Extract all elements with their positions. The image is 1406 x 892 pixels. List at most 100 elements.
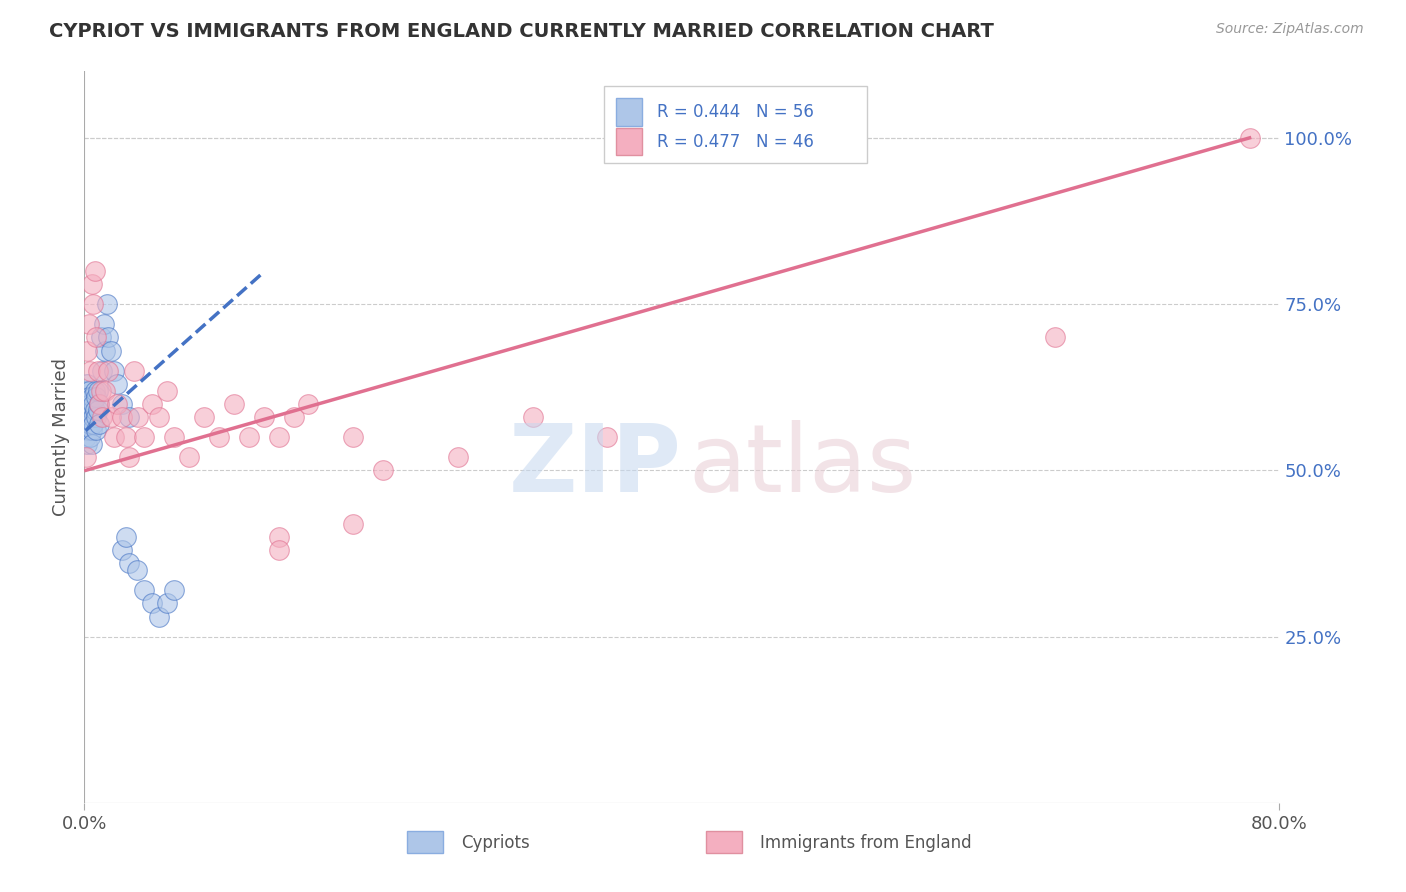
Point — [79, 417, 101, 431]
Point — [155, 384, 177, 398]
Point — [76, 424, 98, 438]
Point — [76, 403, 98, 417]
Bar — [706, 830, 742, 853]
Point — [1239, 131, 1261, 145]
Point — [208, 430, 231, 444]
Point — [118, 410, 141, 425]
Point — [100, 343, 122, 358]
Point — [76, 376, 98, 391]
Point — [105, 397, 128, 411]
Point — [77, 424, 100, 438]
Point — [87, 384, 110, 398]
Point — [132, 430, 156, 444]
Point — [75, 384, 97, 398]
Point — [76, 343, 98, 358]
Y-axis label: Currently Married: Currently Married — [52, 358, 70, 516]
Point — [91, 363, 114, 377]
Point — [83, 384, 105, 398]
Point — [93, 317, 115, 331]
Point — [1045, 330, 1067, 344]
Point — [115, 530, 138, 544]
Point — [297, 397, 319, 411]
Point — [283, 410, 305, 425]
Point — [103, 363, 125, 377]
Point — [77, 317, 100, 331]
Point — [193, 410, 215, 425]
Point — [86, 424, 108, 438]
Point — [97, 330, 120, 344]
Point — [127, 410, 149, 425]
Point — [148, 410, 170, 425]
Point — [177, 450, 200, 464]
Point — [83, 264, 105, 278]
Text: R = 0.444   N = 56: R = 0.444 N = 56 — [657, 103, 814, 121]
Text: Immigrants from England: Immigrants from England — [759, 834, 972, 852]
Point — [342, 430, 364, 444]
Text: atlas: atlas — [688, 420, 917, 512]
Point — [373, 463, 395, 477]
Point — [89, 397, 111, 411]
Point — [87, 363, 110, 377]
Point — [77, 390, 100, 404]
Point — [76, 397, 98, 411]
Point — [89, 397, 111, 411]
Point — [77, 410, 100, 425]
Point — [222, 397, 245, 411]
Bar — [616, 128, 643, 155]
Text: CYPRIOT VS IMMIGRANTS FROM ENGLAND CURRENTLY MARRIED CORRELATION CHART: CYPRIOT VS IMMIGRANTS FROM ENGLAND CURRE… — [49, 22, 994, 41]
Point — [75, 430, 97, 444]
Point — [80, 436, 103, 450]
Point — [342, 516, 364, 531]
Point — [122, 363, 145, 377]
Point — [596, 430, 619, 444]
Text: Source: ZipAtlas.com: Source: ZipAtlas.com — [1216, 22, 1364, 37]
Point — [90, 330, 112, 344]
Point — [91, 410, 114, 425]
Point — [82, 410, 104, 425]
Point — [82, 297, 104, 311]
Point — [163, 582, 186, 597]
Point — [163, 430, 186, 444]
Point — [118, 557, 141, 571]
Point — [267, 430, 290, 444]
Bar — [408, 830, 443, 853]
Point — [97, 363, 120, 377]
Bar — [616, 98, 643, 127]
Point — [77, 384, 100, 398]
Point — [79, 430, 101, 444]
Point — [76, 436, 98, 450]
Point — [79, 397, 101, 411]
Point — [141, 596, 163, 610]
Point — [111, 410, 134, 425]
Point — [77, 403, 100, 417]
Point — [115, 430, 138, 444]
Point — [267, 530, 290, 544]
Point — [118, 450, 141, 464]
Point — [94, 343, 117, 358]
Text: R = 0.477   N = 46: R = 0.477 N = 46 — [657, 133, 814, 151]
Point — [141, 397, 163, 411]
Point — [80, 277, 103, 292]
Point — [100, 410, 122, 425]
Point — [86, 330, 108, 344]
Point — [96, 297, 118, 311]
Point — [155, 596, 177, 610]
Point — [82, 397, 104, 411]
Point — [79, 410, 101, 425]
Point — [80, 390, 103, 404]
Point — [86, 410, 108, 425]
Text: Cypriots: Cypriots — [461, 834, 530, 852]
Point — [76, 390, 98, 404]
Point — [89, 417, 111, 431]
Point — [253, 410, 276, 425]
Point — [103, 430, 125, 444]
Point — [238, 430, 260, 444]
Point — [125, 563, 148, 577]
Point — [87, 403, 110, 417]
Point — [447, 450, 470, 464]
Point — [75, 410, 97, 425]
Point — [105, 376, 128, 391]
Text: ZIP: ZIP — [509, 420, 682, 512]
Point — [522, 410, 544, 425]
Point — [86, 390, 108, 404]
